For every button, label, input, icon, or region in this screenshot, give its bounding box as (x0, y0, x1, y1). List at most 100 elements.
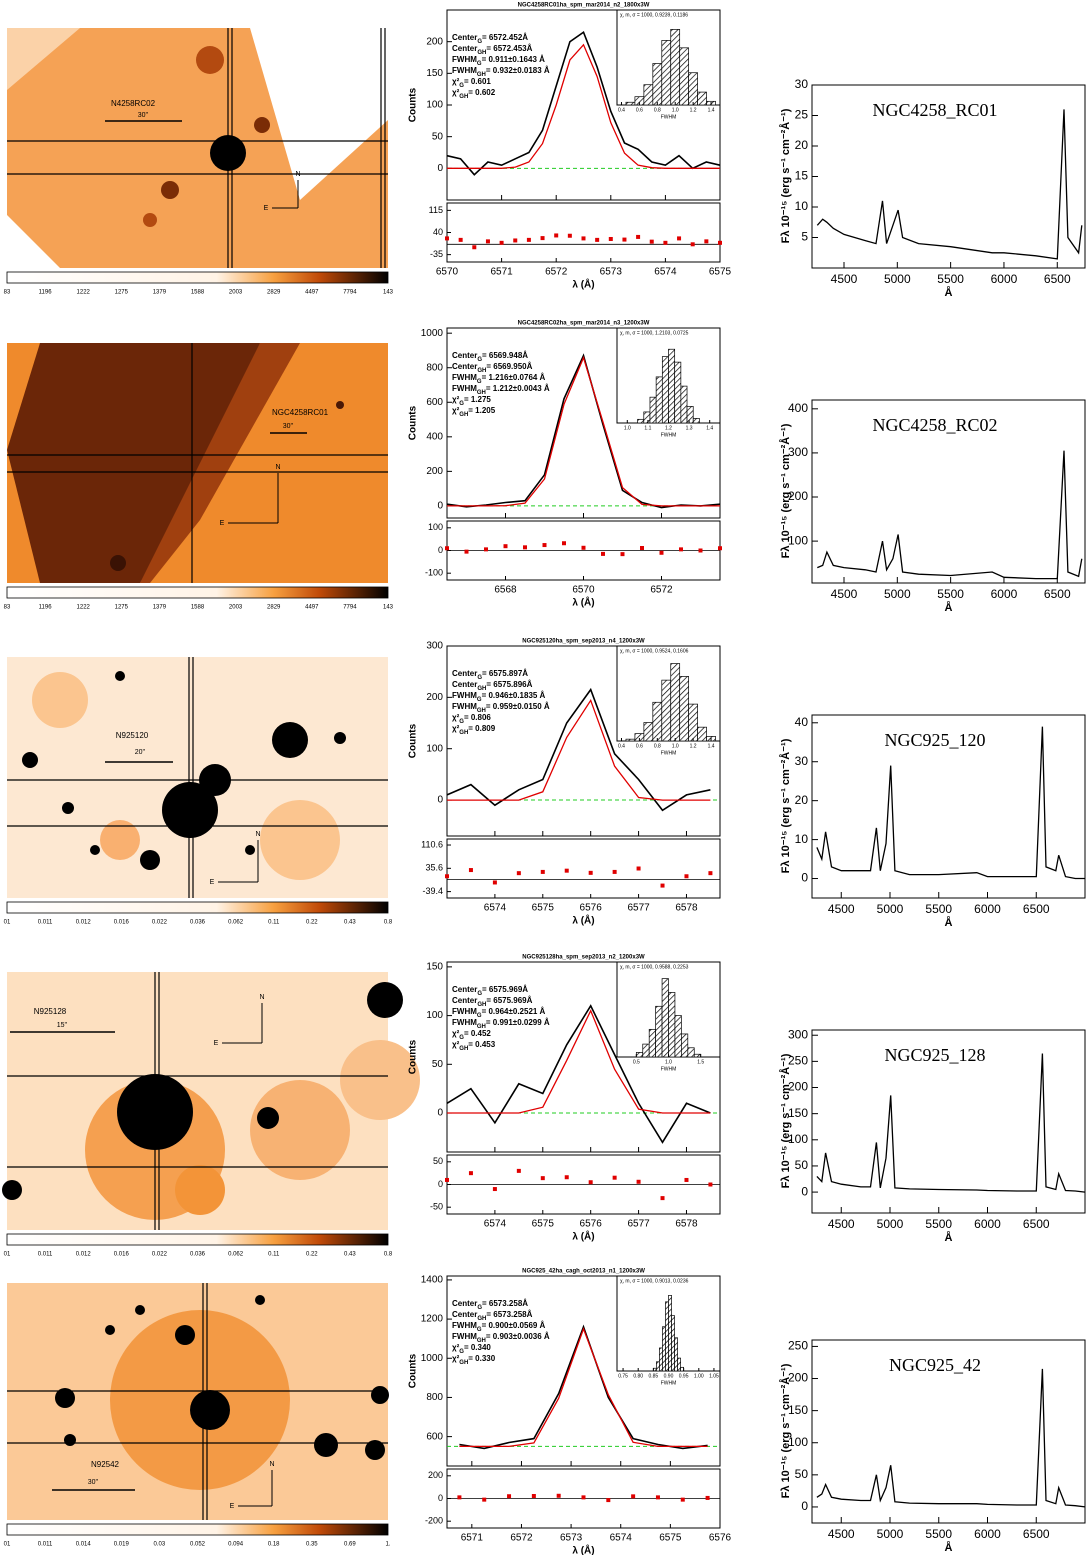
y-tick-label: 50 (795, 1467, 809, 1481)
x-tick-label: 6568 (494, 585, 517, 596)
annotation-rest: = 6569.950Å (486, 362, 532, 371)
x-tick-label: 6576 (580, 903, 603, 914)
y-tick-label: 1000 (421, 1353, 444, 1364)
annotation-rest: = 0.452 (464, 1029, 491, 1038)
annotation-rest: = 6575.897Å (482, 669, 528, 678)
resid-y-tick-label: -50 (430, 1202, 443, 1212)
colorbar-tick-label: 0.094 (228, 1542, 244, 1548)
annotation-sub: GH (459, 1046, 468, 1052)
y-axis-label: Counts (408, 87, 419, 122)
colorbar-tick-label: 01 (4, 1542, 11, 1548)
y-tick-label: 150 (426, 962, 443, 973)
y-tick-label: 200 (426, 36, 443, 47)
inset-bar (697, 91, 707, 106)
annotation-sub: G (477, 991, 482, 997)
y-tick-label: 100 (426, 1010, 443, 1021)
inset-x-label: FWHM (661, 114, 677, 120)
inset-bar (635, 1052, 644, 1058)
annotation-rest: = 0.903±0.0036 Å (486, 1332, 550, 1341)
resid-y-tick-label: -39.4 (422, 886, 443, 896)
residual-point (622, 237, 627, 242)
resid-y-tick-label: 40 (433, 227, 443, 237)
y-axis-label: Fλ 10⁻¹⁵ (erg s⁻¹ cm⁻²Å⁻¹) (779, 738, 792, 873)
x-tick-label: 6574 (610, 1533, 633, 1544)
y-tick-label: 150 (426, 68, 443, 79)
colorbar-tick-label: 83 (4, 290, 11, 296)
inset-bar (686, 406, 694, 424)
inset-x-tick-label: 0.80 (633, 1373, 643, 1379)
inset-bar (681, 1033, 689, 1058)
annotation-sub: G (477, 1305, 482, 1311)
resid-y-tick-label: 115 (429, 205, 443, 215)
spectrum-name: NGC4258_RC02 (872, 415, 997, 435)
y-tick-label: 1000 (421, 328, 444, 339)
residual-point (526, 237, 531, 242)
fit-annotation: CenterG= 6575.969Å (452, 985, 528, 996)
inset-bar (692, 418, 700, 424)
x-tick-label: 6575 (532, 903, 555, 914)
annotation-main: Center (452, 996, 477, 1005)
colorbar-tick-label: 1196 (39, 605, 53, 611)
y-tick-label: 100 (426, 743, 443, 754)
scale-label: 30'' (88, 1479, 98, 1486)
y-tick-label: 200 (788, 1080, 808, 1094)
colorbar-tick-label: 2003 (229, 605, 243, 611)
residual-point (620, 552, 625, 557)
image-label: N4258RC02 (111, 99, 156, 108)
inset-x-tick-label: 1.00 (694, 1373, 704, 1379)
inset-x-tick-label: 0.85 (648, 1373, 658, 1379)
annotation-main: χ² (452, 406, 460, 415)
x-axis-label: λ (Å) (572, 1230, 594, 1243)
inset-x-tick-label: 0.5 (633, 1059, 640, 1065)
compass-n: N (255, 831, 260, 838)
colorbar-tick-label: 0.012 (76, 1252, 92, 1258)
y-tick-label: 20 (795, 793, 809, 807)
annotation-rest: = 0.601 (464, 77, 491, 86)
annotation-rest: = 0.806 (464, 713, 491, 722)
y-axis-label: Counts (408, 723, 419, 758)
annotation-rest: = 0.900±0.0569 Å (482, 1321, 546, 1330)
x-tick-label: 6500 (1023, 1217, 1050, 1231)
residual-point (516, 1168, 521, 1173)
y-tick-label: 200 (426, 466, 443, 477)
annotation-sub: G (477, 1013, 482, 1019)
y-axis-label: Counts (408, 405, 419, 440)
annotation-main: χ² (452, 88, 460, 97)
annotation-sub: G (477, 697, 482, 703)
fit-annotation: CenterG= 6572.452Å (452, 33, 528, 44)
y-axis-label: Fλ 10⁻¹⁵ (erg s⁻¹ cm⁻²Å⁻¹) (779, 108, 792, 243)
residual-point (472, 245, 477, 250)
compass-n: N (275, 464, 280, 471)
x-axis-label: Å (945, 916, 953, 929)
image-source (2, 1180, 22, 1200)
residual-point (612, 869, 617, 874)
image-source (250, 1080, 350, 1180)
residual-point (655, 1495, 660, 1500)
inset-bar (679, 676, 690, 742)
fit-annotation: χ²GH= 1.205 (452, 406, 496, 417)
x-tick-label: 6574 (484, 903, 507, 914)
fit-title: NGC925128ha_spm_sep2013_n2_1200x3W (522, 955, 645, 961)
colorbar-tick-label: 2003 (229, 290, 243, 296)
inset-bar (661, 679, 672, 742)
annotation-main: Center (452, 669, 477, 678)
fit-annotation: CenterGH= 6573.258Å (452, 1310, 533, 1321)
fit-annotation: CenterGH= 6572.453Å (452, 44, 533, 55)
annotation-sub: GH (477, 1338, 486, 1344)
annotation-rest: = 0.340 (464, 1343, 491, 1352)
annotation-main: FWHM (452, 1321, 477, 1330)
residual-point (636, 866, 641, 871)
y-tick-label: 15 (795, 169, 809, 183)
colorbar-tick-label: 0.036 (190, 920, 206, 926)
inset-x-tick-label: 0.90 (664, 1373, 674, 1379)
annotation-main: FWHM (452, 1018, 477, 1027)
inset-bar (655, 1005, 663, 1058)
y-tick-label: 50 (432, 1059, 444, 1070)
colorbar-tick-label: 0.69 (344, 1542, 356, 1548)
colorbar-tick-label: 1196 (39, 290, 53, 296)
inset-title: χ, m, σ = 1000, 1.2103, 0.0725 (620, 330, 689, 336)
residual-point (445, 874, 449, 879)
y-tick-label: 1400 (421, 1275, 444, 1286)
x-tick-label: 5000 (877, 902, 904, 916)
data-line (446, 1004, 711, 1144)
